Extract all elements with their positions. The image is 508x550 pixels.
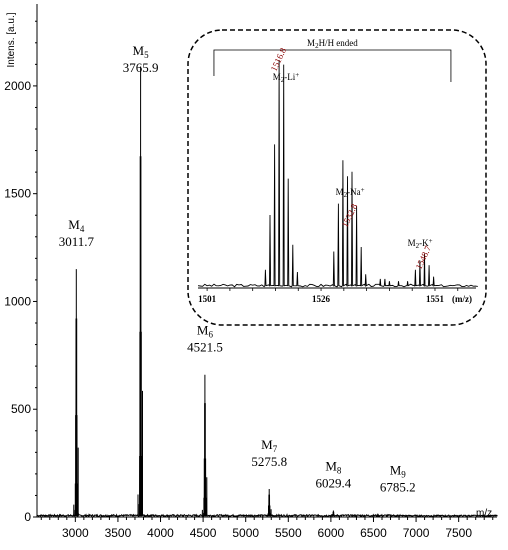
y-tick-label: 1000: [4, 294, 31, 308]
inset-panel: 1501 1526 1551 M2H/H ended M2-Li+1516.8M2-…: [187, 29, 487, 326]
inset-spectrum-line: [197, 59, 478, 288]
y-tick-label: 2000: [4, 79, 31, 93]
y-tick-label: 1500: [4, 187, 31, 201]
x-tick-label: 7000: [403, 526, 430, 540]
x-tick-label: 3500: [105, 526, 132, 540]
inset-frame: [187, 29, 487, 326]
peak-name: M4: [68, 217, 85, 234]
ticks: 0 500 1000 1500 2000 3000 3500 4000 4500 5000 5500…: [4, 20, 494, 540]
inset-ion-label: M2-Li+: [273, 71, 300, 84]
x-tick-label: 5500: [275, 526, 302, 540]
y-axis-label: Intens. [a.u.]: [6, 12, 17, 67]
inset-x-axis-label: (m/z): [452, 294, 472, 304]
x-tick-label: 6000: [318, 526, 345, 540]
y-tick-label: 500: [11, 402, 31, 416]
inset-x-tick-label: 1551: [426, 294, 445, 304]
x-tick-label: 7500: [445, 526, 472, 540]
x-tick-label: 6500: [360, 526, 387, 540]
inset-axes: 1501 1526 1551: [198, 287, 476, 304]
peak-mz: 5275.8: [251, 454, 287, 469]
peak-mz: 4521.5: [187, 340, 223, 355]
peak-mz: 6029.4: [316, 476, 352, 491]
peak-name: M6: [197, 323, 214, 340]
inset-ion-label: M2-K+: [408, 237, 433, 250]
x-tick-label: 3000: [62, 526, 89, 540]
inset-x-tick-label: 1501: [198, 294, 217, 304]
x-tick-label: 5000: [232, 526, 259, 540]
y-tick-label: 0: [24, 510, 31, 524]
peak-name: M9: [390, 462, 407, 479]
inset-x-tick-label: 1526: [312, 294, 331, 304]
peak-mz: 3011.7: [59, 234, 95, 249]
inset-ion-label: M2-Na+: [336, 186, 365, 199]
x-axis-label: m/z: [476, 508, 492, 519]
x-tick-label: 4500: [190, 526, 217, 540]
axes: [36, 4, 497, 518]
peak-name: M5: [133, 43, 150, 60]
peak-name: M7: [261, 437, 278, 454]
peak-mz: 3765.9: [123, 60, 159, 75]
inset-title: M2H/H ended: [307, 38, 358, 50]
spectrum-line: [36, 66, 498, 519]
peak-mz: 6785.2: [380, 479, 416, 494]
peak-name: M8: [325, 459, 342, 476]
x-tick-label: 4000: [147, 526, 174, 540]
inset-bracket: [213, 49, 452, 82]
